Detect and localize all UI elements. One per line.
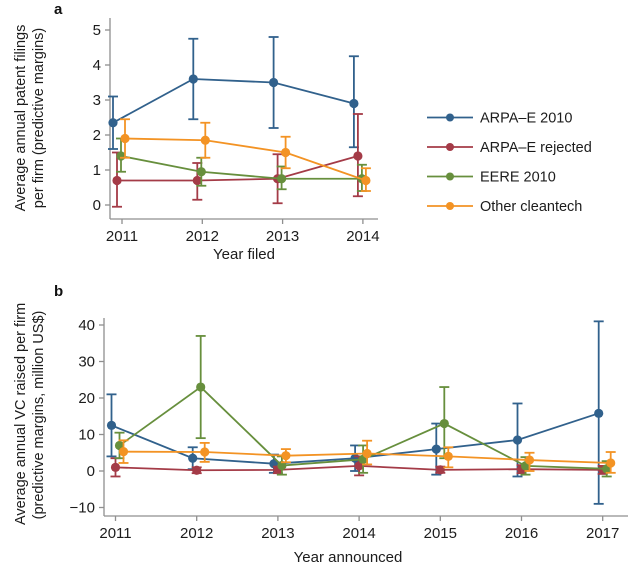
panel-a-y-tick-label: 1 [93, 162, 101, 179]
data-point-marker [277, 174, 287, 184]
data-point-marker [192, 175, 202, 186]
series-line [124, 137, 367, 182]
data-point-marker [110, 462, 121, 472]
data-point-marker [118, 447, 129, 457]
panel-b-x-axis-title: Year announced [293, 549, 403, 566]
legend-marker-sample [446, 202, 454, 210]
legend-item-label: ARPA–E 2010 [480, 111, 572, 127]
panel-a-y-axis-title-line2: per firm (predictive margins) [31, 27, 47, 209]
panel-b-y-tick-label: 10 [78, 427, 95, 444]
data-point-marker [188, 453, 198, 463]
panel-b-y-tick-label: −10 [70, 500, 95, 517]
data-point-marker [361, 175, 371, 186]
data-point-marker [196, 167, 206, 177]
panel-a-y-axis-title: Average annual patent filings per firm (… [12, 13, 48, 223]
data-point-marker [188, 74, 198, 84]
data-point-marker [606, 458, 616, 468]
data-point-marker [277, 460, 287, 471]
data-point-marker [120, 133, 130, 144]
panel-b-y-tick-label: 0 [87, 463, 95, 480]
data-point-marker [443, 451, 453, 461]
panel-b-x-tick-label: 2014 [342, 525, 375, 542]
panel-b-y-axis-title-line1: Average annual VC raised per firm [13, 302, 29, 525]
data-point-marker [353, 151, 363, 161]
data-point-marker [524, 455, 535, 465]
legend-marker-sample [446, 172, 454, 181]
data-point-marker [200, 135, 210, 145]
data-point-marker [512, 435, 523, 445]
panel-b-x-tick-label: 2013 [261, 525, 294, 542]
series-line [112, 78, 355, 124]
panel-b-x-tick-label: 2011 [99, 525, 131, 542]
data-point-marker [435, 465, 445, 475]
legend-marker-sample [446, 113, 454, 122]
panel-a-x-tick-label: 2012 [186, 228, 219, 245]
data-point-marker [192, 465, 202, 475]
data-point-marker [196, 382, 206, 392]
panel-a-y-tick-label: 5 [93, 22, 101, 39]
panel-b-x-tick-label: 2017 [586, 525, 619, 542]
panel-a-x-tick-label: 2013 [266, 228, 299, 245]
panel-b-x-tick-label: 2015 [424, 525, 457, 542]
panel-a-y-tick-label: 4 [93, 57, 101, 74]
data-point-marker [594, 408, 604, 418]
panel-b-y-axis-title-line2: (predictive margins, million US$) [31, 310, 47, 520]
data-point-marker [106, 420, 117, 430]
data-point-marker [112, 175, 122, 186]
data-point-marker [281, 147, 291, 158]
legend-item-label: Other cleantech [480, 199, 582, 215]
data-point-marker [281, 451, 291, 461]
panel-a-x-tick-label: 2014 [346, 228, 379, 245]
panel-b-y-tick-label: 20 [78, 390, 95, 407]
panel-b-letter: b [54, 283, 64, 300]
panel-b-x-tick-label: 2016 [505, 525, 538, 542]
panel-b-x-tick-label: 2012 [180, 525, 213, 542]
legend-item-label: EERE 2010 [480, 170, 556, 186]
panel-a-y-tick-label: 2 [93, 127, 101, 144]
panel-a-x-tick-label: 2011 [106, 228, 138, 245]
panel-b-y-axis-title: Average annual VC raised per firm (predi… [12, 302, 48, 525]
panel-a-x-axis-title: Year filed [213, 246, 275, 263]
panel-a-y-tick-label: 3 [93, 92, 101, 109]
panel-a-y-tick-label: 0 [93, 197, 101, 214]
data-point-marker [439, 418, 449, 429]
panel-a-letter: a [54, 1, 63, 18]
data-point-marker [200, 447, 210, 457]
panel-b-y-tick-label: 40 [78, 317, 95, 334]
panel-a-y-axis-title-line1: Average annual patent filings [13, 24, 29, 212]
data-point-marker [362, 448, 372, 459]
data-point-marker [108, 118, 118, 128]
legend-marker-sample [446, 143, 454, 151]
data-point-marker [269, 77, 279, 88]
series-line [120, 155, 362, 180]
data-point-marker [349, 98, 359, 109]
legend-item-label: ARPA–E rejected [480, 140, 592, 156]
series-line [117, 155, 359, 182]
panel-b-y-tick-label: 30 [78, 354, 95, 371]
data-point-marker [431, 444, 441, 454]
